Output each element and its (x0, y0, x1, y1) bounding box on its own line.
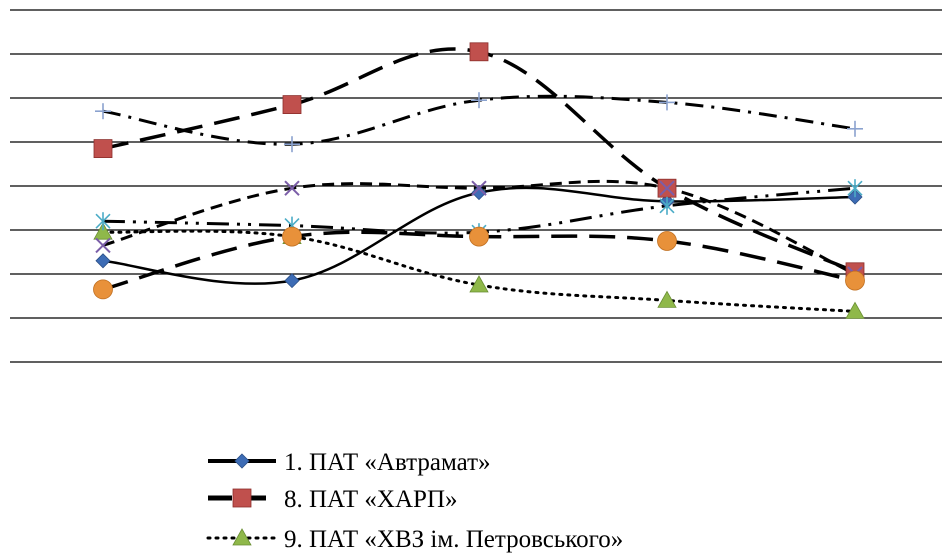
legend-label-1: 1. ПАТ «Автрамат» (284, 449, 491, 476)
data-point-4-2 (284, 136, 300, 153)
data-point-7-4 (657, 231, 677, 251)
legend-marker-3 (232, 528, 252, 546)
legend-item-2: 8. ПАТ «ХАРП» (208, 486, 458, 513)
data-point-3-3 (469, 275, 489, 293)
data-point-2-2 (282, 95, 302, 114)
data-point-1-3 (471, 185, 487, 201)
data-point-2-3 (469, 42, 489, 62)
data-point-6-3 (471, 180, 487, 196)
legend-item-3: 9. ПАТ «ХВЗ ім. Петровського» (206, 526, 623, 553)
legend-marker-1 (234, 453, 250, 469)
series-lines (101, 47, 857, 313)
data-point-6-4 (659, 180, 675, 196)
legend: 1. ПАТ «Автрамат» 8. ПАТ «ХАРП» 9. ПАТ «… (206, 449, 623, 553)
data-point-5-5 (847, 179, 863, 198)
legend-item-1: 1. ПАТ «Автрамат» (208, 449, 491, 476)
data-point-7-5 (845, 270, 865, 291)
data-point-1-1 (95, 253, 111, 269)
data-point-4-1 (95, 103, 111, 120)
data-point-5-4 (659, 196, 675, 215)
data-point-6-2 (284, 180, 300, 196)
data-point-1-2 (284, 273, 300, 289)
legend-label-3: 9. ПАТ «ХВЗ ім. Петровського» (284, 526, 623, 553)
data-point-7-2 (282, 226, 302, 247)
legend-marker-2 (232, 488, 252, 508)
data-point-4-3 (471, 92, 487, 109)
data-point-4-4 (659, 94, 675, 111)
data-point-6-1 (95, 237, 111, 254)
legend-label-2: 8. ПАТ «ХАРП» (284, 486, 458, 513)
data-point-3-5 (845, 301, 865, 319)
series-markers (93, 42, 865, 319)
data-point-7-1 (93, 279, 113, 300)
data-point-5-1 (95, 212, 111, 231)
data-point-7-3 (469, 226, 489, 247)
data-point-2-1 (93, 139, 113, 159)
data-point-4-5 (847, 120, 863, 137)
data-point-3-4 (657, 290, 677, 308)
data-point-3-1 (93, 222, 113, 240)
